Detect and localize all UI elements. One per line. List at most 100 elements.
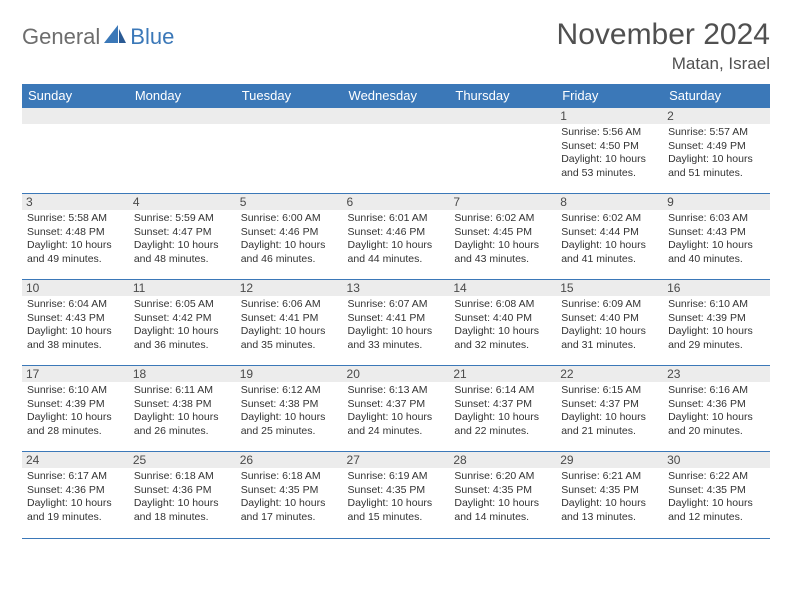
day-number: 7	[449, 194, 556, 210]
day-details: Sunrise: 6:22 AMSunset: 4:35 PMDaylight:…	[668, 470, 765, 525]
calendar-day-cell: 9Sunrise: 6:03 AMSunset: 4:43 PMDaylight…	[663, 194, 770, 280]
sunrise-text: Sunrise: 6:14 AM	[454, 384, 551, 398]
day-details: Sunrise: 6:15 AMSunset: 4:37 PMDaylight:…	[561, 384, 658, 439]
day-number: 5	[236, 194, 343, 210]
calendar-day-cell	[22, 108, 129, 194]
sunrise-text: Sunrise: 6:22 AM	[668, 470, 765, 484]
calendar-day-cell: 6 Sunrise: 6:01 AMSunset: 4:46 PMDaylight…	[343, 194, 450, 280]
day-number: 4	[129, 194, 236, 210]
day-header: Sunday	[22, 84, 129, 108]
day-details: Sunrise: 6:01 AMSunset: 4:46 PMDaylight:…	[348, 212, 445, 267]
daylight-text: Daylight: 10 hours and 33 minutes.	[348, 325, 445, 352]
day-details: Sunrise: 6:12 AMSunset: 4:38 PMDaylight:…	[241, 384, 338, 439]
day-details: Sunrise: 6:00 AMSunset: 4:46 PMDaylight:…	[241, 212, 338, 267]
sunrise-text: Sunrise: 5:56 AM	[561, 126, 658, 140]
day-number: 8	[556, 194, 663, 210]
calendar-day-cell: 24 Sunrise: 6:17 AMSunset: 4:36 PMDayligh…	[22, 452, 129, 538]
day-number-empty	[22, 108, 129, 124]
header: General Blue November 2024 Matan, Israel	[22, 18, 770, 74]
daylight-text: Daylight: 10 hours and 13 minutes.	[561, 497, 658, 524]
day-details: Sunrise: 6:06 AMSunset: 4:41 PMDaylight:…	[241, 298, 338, 353]
day-number: 1	[556, 108, 663, 124]
sunrise-text: Sunrise: 6:18 AM	[134, 470, 231, 484]
day-number: 2	[663, 108, 770, 124]
daylight-text: Daylight: 10 hours and 24 minutes.	[348, 411, 445, 438]
sunrise-text: Sunrise: 6:02 AM	[561, 212, 658, 226]
sunset-text: Sunset: 4:37 PM	[454, 398, 551, 412]
day-number: 6	[343, 194, 450, 210]
sunrise-text: Sunrise: 6:05 AM	[134, 298, 231, 312]
daylight-text: Daylight: 10 hours and 53 minutes.	[561, 153, 658, 180]
day-details: Sunrise: 6:02 AMSunset: 4:45 PMDaylight:…	[454, 212, 551, 267]
sunset-text: Sunset: 4:40 PM	[561, 312, 658, 326]
sunset-text: Sunset: 4:37 PM	[348, 398, 445, 412]
calendar-day-cell: 2 Sunrise: 5:57 AMSunset: 4:49 PMDaylight…	[663, 108, 770, 194]
daylight-text: Daylight: 10 hours and 18 minutes.	[134, 497, 231, 524]
day-details: Sunrise: 5:57 AMSunset: 4:49 PMDaylight:…	[668, 126, 765, 181]
daylight-text: Daylight: 10 hours and 25 minutes.	[241, 411, 338, 438]
day-number-empty	[343, 108, 450, 124]
sunrise-text: Sunrise: 5:59 AM	[134, 212, 231, 226]
day-number: 18	[129, 366, 236, 382]
calendar-day-cell: 18 Sunrise: 6:11 AMSunset: 4:38 PMDayligh…	[129, 366, 236, 452]
day-details: Sunrise: 6:03 AMSunset: 4:43 PMDaylight:…	[668, 212, 765, 267]
daylight-text: Daylight: 10 hours and 32 minutes.	[454, 325, 551, 352]
sunset-text: Sunset: 4:39 PM	[668, 312, 765, 326]
day-number: 25	[129, 452, 236, 468]
day-details: Sunrise: 6:13 AMSunset: 4:37 PMDaylight:…	[348, 384, 445, 439]
day-details: Sunrise: 6:17 AMSunset: 4:36 PMDaylight:…	[27, 470, 124, 525]
calendar-day-cell: 28Sunrise: 6:20 AMSunset: 4:35 PMDayligh…	[449, 452, 556, 538]
logo: General Blue	[22, 24, 174, 50]
sunset-text: Sunset: 4:42 PM	[134, 312, 231, 326]
calendar-day-cell: 16Sunrise: 6:10 AMSunset: 4:39 PMDayligh…	[663, 280, 770, 366]
sunrise-text: Sunrise: 6:02 AM	[454, 212, 551, 226]
day-details: Sunrise: 6:21 AMSunset: 4:35 PMDaylight:…	[561, 470, 658, 525]
daylight-text: Daylight: 10 hours and 41 minutes.	[561, 239, 658, 266]
daylight-text: Daylight: 10 hours and 51 minutes.	[668, 153, 765, 180]
sunset-text: Sunset: 4:35 PM	[561, 484, 658, 498]
day-header: Tuesday	[236, 84, 343, 108]
calendar-day-cell: 5 Sunrise: 6:00 AMSunset: 4:46 PMDaylight…	[236, 194, 343, 280]
day-details: Sunrise: 5:58 AMSunset: 4:48 PMDaylight:…	[27, 212, 124, 267]
daylight-text: Daylight: 10 hours and 36 minutes.	[134, 325, 231, 352]
day-number: 15	[556, 280, 663, 296]
sunrise-text: Sunrise: 6:08 AM	[454, 298, 551, 312]
calendar-day-cell: 25 Sunrise: 6:18 AMSunset: 4:36 PMDayligh…	[129, 452, 236, 538]
sunrise-text: Sunrise: 6:07 AM	[348, 298, 445, 312]
day-number: 24	[22, 452, 129, 468]
day-details: Sunrise: 6:20 AMSunset: 4:35 PMDaylight:…	[454, 470, 551, 525]
day-details: Sunrise: 6:08 AMSunset: 4:40 PMDaylight:…	[454, 298, 551, 353]
sunrise-text: Sunrise: 6:11 AM	[134, 384, 231, 398]
day-details: Sunrise: 6:18 AMSunset: 4:36 PMDaylight:…	[134, 470, 231, 525]
daylight-text: Daylight: 10 hours and 43 minutes.	[454, 239, 551, 266]
sunset-text: Sunset: 4:41 PM	[348, 312, 445, 326]
day-details: Sunrise: 6:11 AMSunset: 4:38 PMDaylight:…	[134, 384, 231, 439]
calendar-day-cell: 27Sunrise: 6:19 AMSunset: 4:35 PMDayligh…	[343, 452, 450, 538]
sunset-text: Sunset: 4:36 PM	[134, 484, 231, 498]
day-details: Sunrise: 5:59 AMSunset: 4:47 PMDaylight:…	[134, 212, 231, 267]
calendar-day-cell: 7 Sunrise: 6:02 AMSunset: 4:45 PMDaylight…	[449, 194, 556, 280]
calendar-day-cell	[343, 108, 450, 194]
calendar-day-cell: 29Sunrise: 6:21 AMSunset: 4:35 PMDayligh…	[556, 452, 663, 538]
sunset-text: Sunset: 4:36 PM	[668, 398, 765, 412]
sunset-text: Sunset: 4:35 PM	[454, 484, 551, 498]
sunset-text: Sunset: 4:47 PM	[134, 226, 231, 240]
month-title: November 2024	[557, 18, 770, 52]
sunrise-text: Sunrise: 6:06 AM	[241, 298, 338, 312]
calendar-week-row: 3Sunrise: 5:58 AMSunset: 4:48 PMDaylight…	[22, 194, 770, 280]
logo-text-general: General	[22, 24, 100, 50]
sunset-text: Sunset: 4:43 PM	[668, 226, 765, 240]
daylight-text: Daylight: 10 hours and 44 minutes.	[348, 239, 445, 266]
sunrise-text: Sunrise: 6:18 AM	[241, 470, 338, 484]
sunset-text: Sunset: 4:38 PM	[134, 398, 231, 412]
daylight-text: Daylight: 10 hours and 21 minutes.	[561, 411, 658, 438]
day-number: 19	[236, 366, 343, 382]
calendar-day-cell: 23Sunrise: 6:16 AMSunset: 4:36 PMDayligh…	[663, 366, 770, 452]
daylight-text: Daylight: 10 hours and 38 minutes.	[27, 325, 124, 352]
calendar-day-cell: 15Sunrise: 6:09 AMSunset: 4:40 PMDayligh…	[556, 280, 663, 366]
daylight-text: Daylight: 10 hours and 12 minutes.	[668, 497, 765, 524]
daylight-text: Daylight: 10 hours and 31 minutes.	[561, 325, 658, 352]
sunrise-text: Sunrise: 6:15 AM	[561, 384, 658, 398]
sunset-text: Sunset: 4:35 PM	[348, 484, 445, 498]
calendar-week-row: 10Sunrise: 6:04 AMSunset: 4:43 PMDayligh…	[22, 280, 770, 366]
